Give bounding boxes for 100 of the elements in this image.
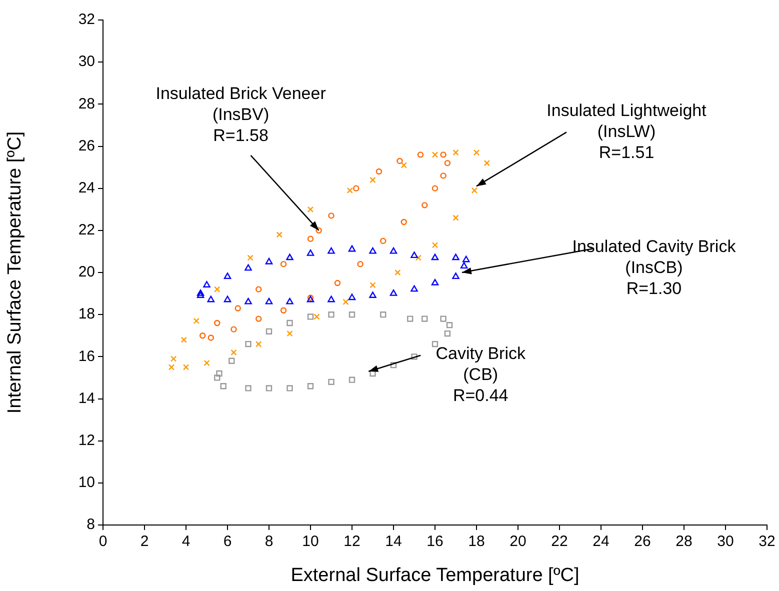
point bbox=[432, 152, 438, 158]
point bbox=[400, 218, 407, 226]
x-tick-label: 4 bbox=[182, 533, 190, 550]
x-tick-label: 2 bbox=[140, 533, 149, 550]
point bbox=[182, 364, 190, 370]
x-tick-label: 12 bbox=[344, 533, 360, 550]
point bbox=[196, 289, 204, 296]
point bbox=[369, 292, 376, 298]
x-axis-title: External Surface Temperature [ºC] bbox=[290, 564, 580, 586]
point bbox=[410, 285, 418, 292]
point bbox=[266, 328, 272, 334]
annotation: Insulated Lightweight (InsLW) R=1.51 bbox=[546, 100, 707, 162]
point bbox=[328, 312, 334, 318]
point bbox=[286, 330, 293, 337]
point bbox=[473, 149, 480, 156]
point bbox=[348, 376, 356, 383]
point bbox=[256, 316, 262, 322]
point bbox=[168, 364, 175, 370]
point bbox=[286, 385, 293, 392]
point bbox=[230, 349, 237, 356]
point bbox=[353, 185, 360, 192]
point bbox=[280, 307, 287, 314]
point bbox=[370, 370, 376, 377]
point bbox=[286, 320, 293, 326]
point bbox=[216, 370, 222, 377]
point bbox=[422, 316, 428, 322]
point bbox=[265, 298, 273, 304]
point bbox=[234, 305, 241, 312]
x-tick-label: 22 bbox=[551, 533, 568, 550]
x-tick-label: 18 bbox=[468, 533, 485, 550]
point bbox=[247, 254, 254, 261]
y-tick-label: 32 bbox=[78, 11, 95, 28]
annotation: Insulated Brick Veneer (InsBV) R=1.58 bbox=[156, 84, 326, 146]
point bbox=[390, 362, 397, 368]
point bbox=[440, 172, 446, 179]
point bbox=[245, 385, 252, 392]
point bbox=[180, 336, 187, 343]
point bbox=[462, 256, 470, 262]
point bbox=[380, 238, 386, 244]
point bbox=[396, 158, 403, 164]
point bbox=[170, 356, 177, 362]
point bbox=[334, 280, 341, 286]
point bbox=[376, 168, 382, 175]
point bbox=[411, 354, 418, 360]
point bbox=[415, 254, 422, 261]
point bbox=[307, 236, 314, 242]
point bbox=[265, 258, 273, 264]
point bbox=[244, 298, 252, 304]
point bbox=[444, 160, 451, 166]
point bbox=[204, 360, 210, 366]
y-tick-label: 8 bbox=[86, 516, 95, 534]
annotation: Cavity Brick (CB) R=0.44 bbox=[436, 344, 526, 406]
y-tick-label: 28 bbox=[78, 95, 95, 112]
point bbox=[452, 254, 460, 260]
point bbox=[390, 289, 398, 296]
annotation: Insulated Cavity Brick (InsCB) R=1.30 bbox=[572, 237, 736, 298]
point bbox=[440, 152, 446, 158]
point bbox=[440, 316, 446, 322]
point bbox=[224, 296, 232, 302]
point bbox=[203, 281, 210, 288]
point bbox=[314, 314, 320, 320]
point bbox=[422, 202, 428, 208]
point bbox=[244, 264, 252, 271]
point bbox=[390, 247, 398, 254]
point bbox=[286, 298, 294, 304]
point bbox=[348, 312, 356, 318]
x-tick-label: 30 bbox=[717, 533, 734, 550]
x-tick-label: 6 bbox=[223, 533, 232, 550]
point bbox=[256, 286, 262, 292]
point bbox=[256, 340, 262, 348]
point bbox=[286, 254, 294, 260]
y-tick-label: 26 bbox=[78, 137, 95, 154]
point bbox=[316, 227, 322, 234]
point bbox=[266, 385, 272, 392]
point bbox=[471, 187, 478, 194]
point bbox=[328, 296, 335, 302]
point bbox=[208, 334, 214, 341]
point bbox=[328, 247, 335, 254]
point bbox=[444, 330, 451, 337]
x-tick-label: 20 bbox=[510, 533, 526, 550]
point bbox=[432, 242, 438, 248]
point bbox=[432, 185, 438, 192]
y-tick-label: 10 bbox=[78, 474, 95, 492]
point bbox=[394, 269, 401, 276]
point bbox=[196, 292, 204, 298]
point bbox=[230, 326, 237, 332]
point bbox=[370, 176, 376, 183]
point bbox=[214, 320, 220, 326]
point bbox=[328, 378, 334, 385]
point bbox=[460, 262, 468, 269]
point bbox=[348, 294, 356, 300]
point bbox=[431, 254, 439, 260]
y-tick-label: 16 bbox=[78, 348, 95, 365]
x-tick-label: 26 bbox=[634, 533, 651, 550]
point bbox=[193, 318, 200, 324]
point bbox=[484, 160, 490, 166]
point bbox=[307, 206, 314, 212]
point bbox=[280, 260, 287, 268]
y-axis-title: Internal Surface Temperature [ºC] bbox=[4, 131, 26, 414]
point bbox=[369, 247, 376, 254]
